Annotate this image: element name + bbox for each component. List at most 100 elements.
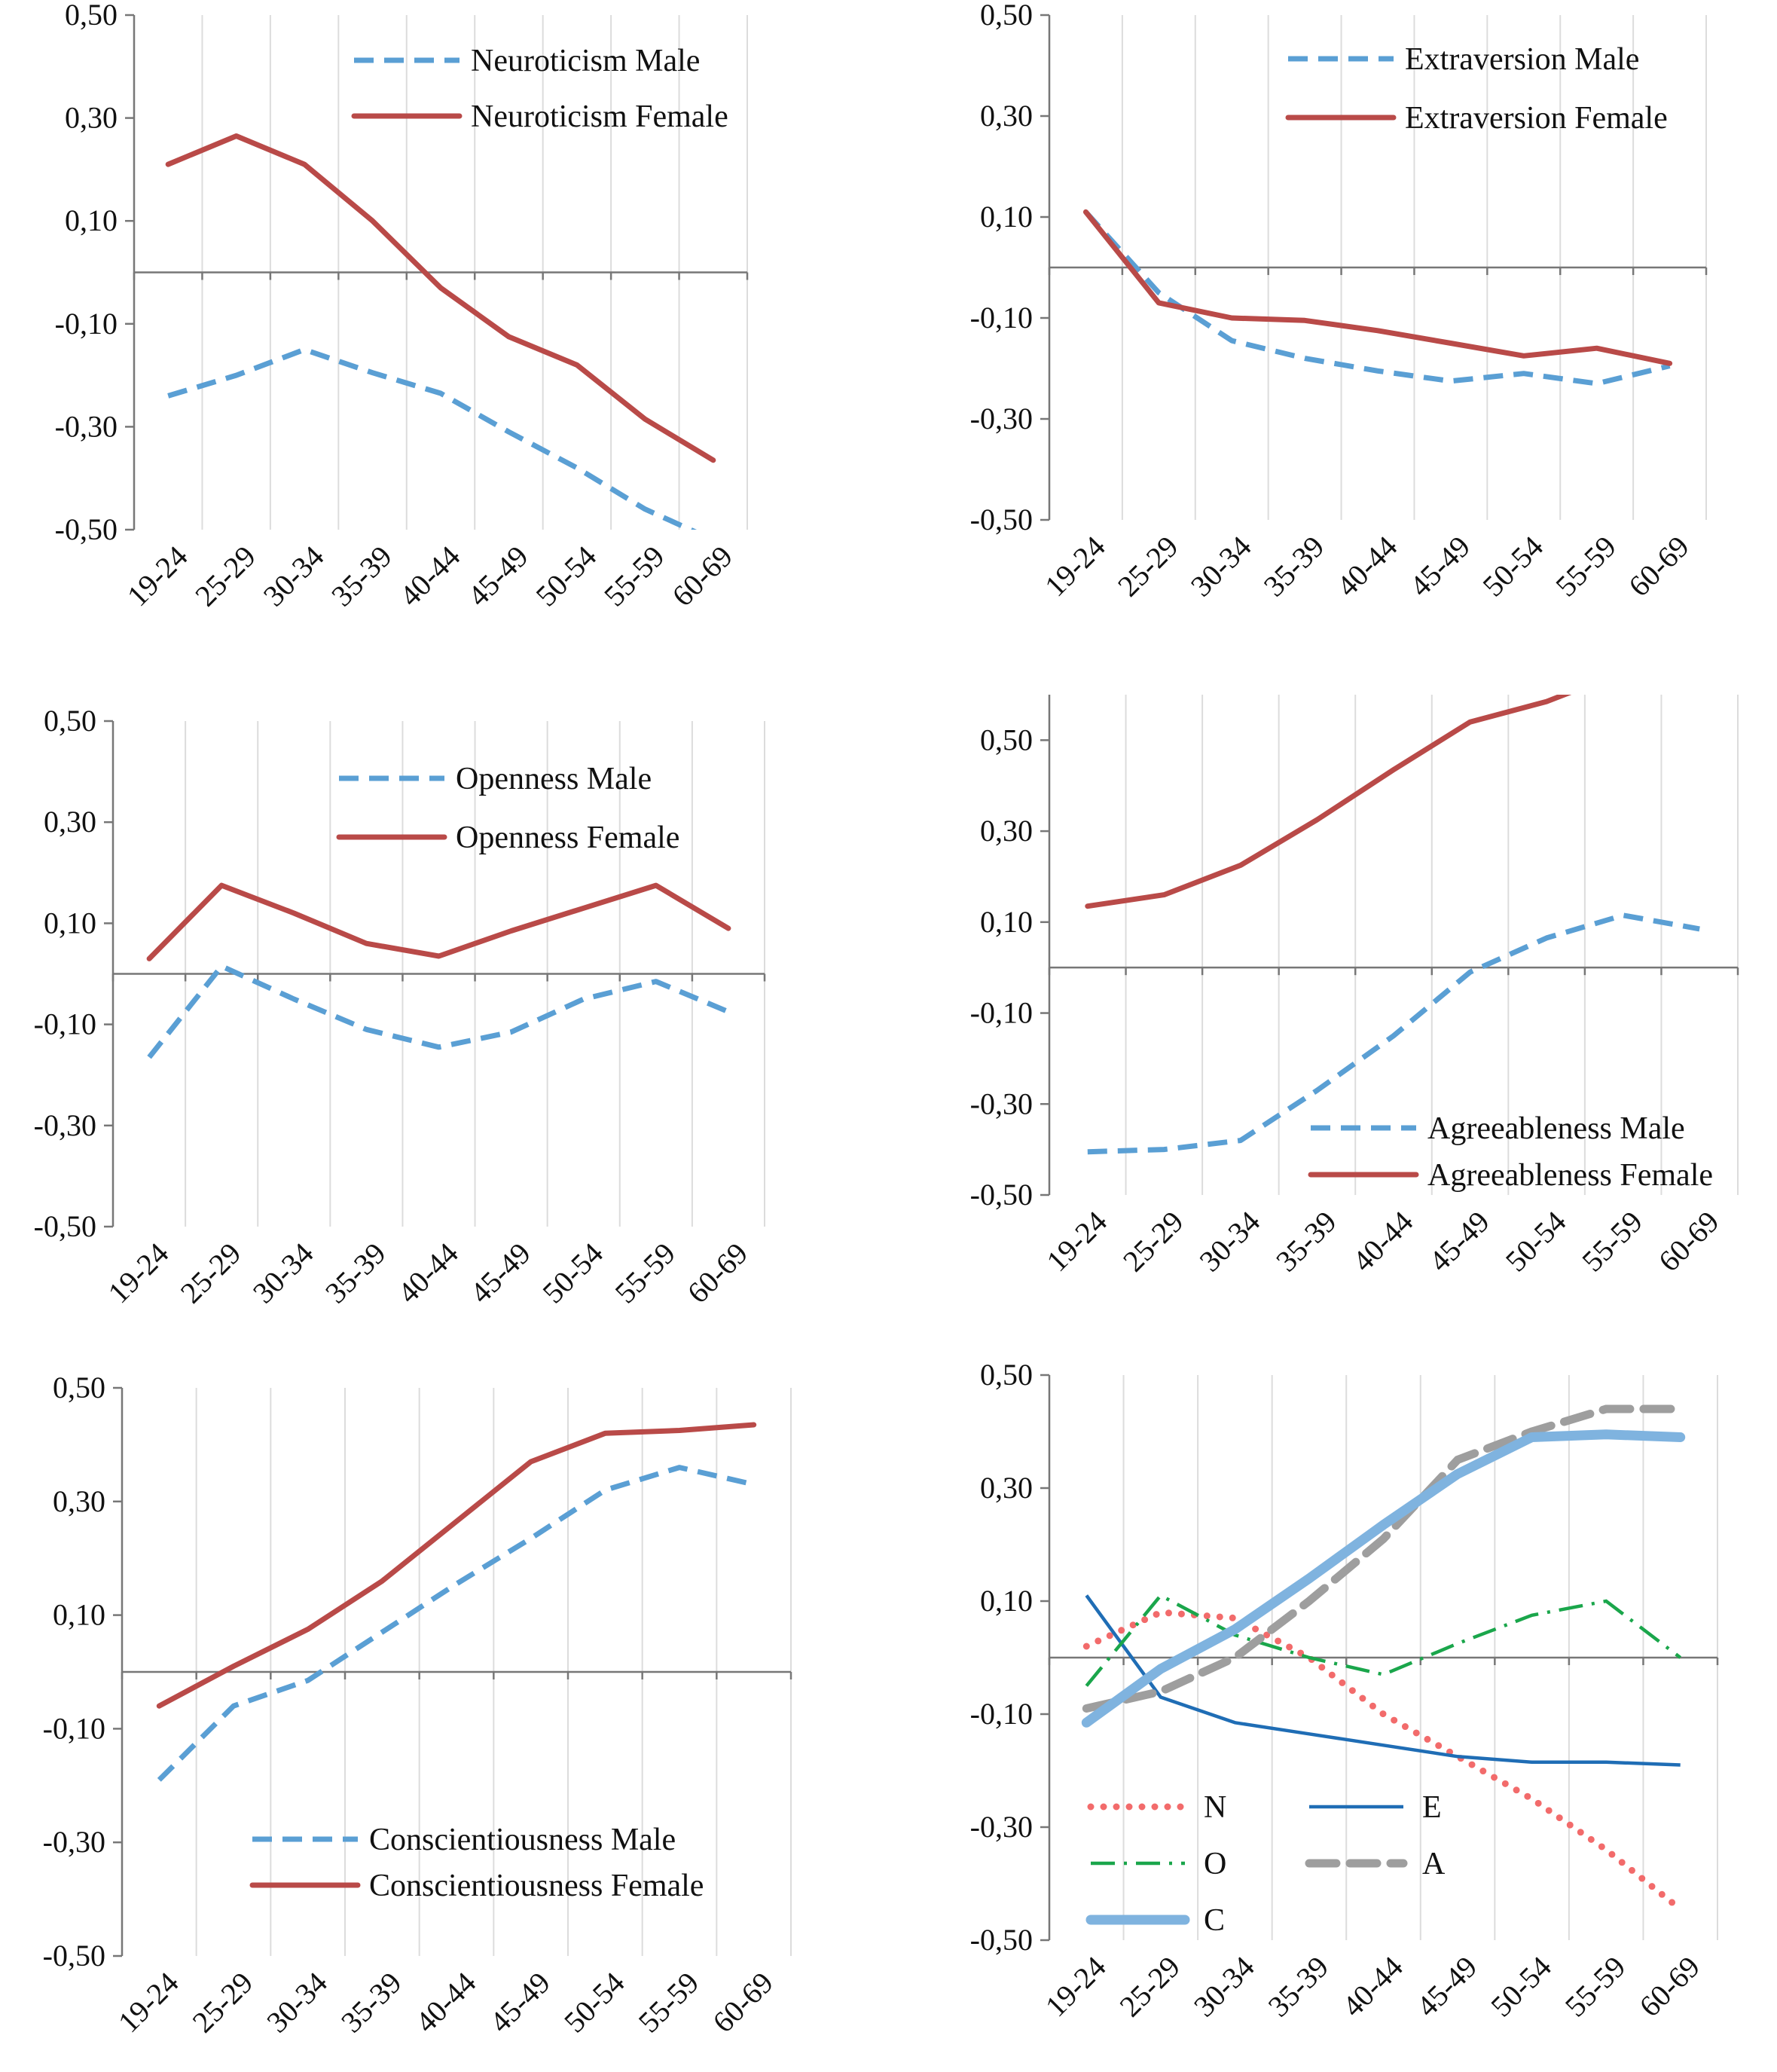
x-tick-label: 45-49 (483, 1966, 557, 2040)
legend-label-agreeableness-male: Agreeableness Male (1427, 1111, 1685, 1146)
y-tick-label: -0,50 (970, 1178, 1033, 1212)
legend: Openness Male Openness Female (336, 762, 679, 855)
x-tick-label: 60-69 (665, 539, 739, 613)
y-tick-label: -0,30 (34, 1108, 96, 1142)
legend-label-neuroticism-female: Neuroticism Female (471, 99, 728, 134)
legend-label-a: A (1422, 1847, 1446, 1881)
x-tick-label: 25-29 (186, 1966, 260, 2040)
y-tick-label: 0,50 (980, 723, 1033, 756)
legend: Neuroticism Male Neuroticism Female (351, 44, 728, 134)
x-tick-label: 50-54 (1499, 1205, 1573, 1279)
x-tick-label: 19-24 (1040, 1205, 1113, 1279)
x-tick-label: 19-24 (121, 539, 194, 613)
y-tick-label: -0,10 (34, 1007, 96, 1041)
series-line-agreeableness-female (1085, 695, 1572, 909)
y-tick-label: 0,50 (53, 1371, 105, 1404)
x-tick-label: 50-54 (1476, 530, 1550, 604)
legend: N E O A C (1085, 1790, 1446, 1938)
y-tick-label: -0,50 (34, 1209, 96, 1243)
x-tick-label: 35-39 (1261, 1950, 1335, 2024)
legend-label-extraversion-male: Extraversion Male (1405, 42, 1639, 77)
y-tick-label: -0,50 (43, 1939, 105, 1973)
legend-label-openness-female: Openness Female (456, 821, 679, 855)
legend-label-c: C (1204, 1903, 1225, 1938)
series-line-neuroticism-male (167, 347, 698, 530)
x-tick-label: 55-59 (597, 539, 671, 613)
x-tick-label: 60-69 (706, 1966, 780, 2040)
x-tick-label: 45-49 (1410, 1950, 1484, 2024)
x-tick-label: 40-44 (409, 1966, 483, 2040)
series-line-neuroticism-female (165, 133, 716, 463)
y-tick-label: 0,50 (65, 0, 118, 32)
x-tick-label: 55-59 (1559, 1950, 1632, 2024)
legend: Extraversion Male Extraversion Female (1285, 42, 1668, 136)
legend-label-n: N (1204, 1790, 1226, 1825)
x-tick-label: 30-34 (1192, 1205, 1266, 1279)
x-tick-label: 60-69 (1652, 1205, 1726, 1279)
series-group (165, 133, 716, 530)
x-tick-label: 25-29 (1111, 530, 1185, 604)
y-tick-label: -0,30 (43, 1825, 105, 1859)
x-tick-label: 40-44 (393, 539, 467, 613)
series-line-openness-female (146, 882, 731, 961)
x-tick-label: 35-39 (1257, 530, 1331, 604)
series-line-e (1085, 1594, 1681, 1767)
gridlines (1125, 695, 1739, 1195)
panel-neuroticism: 0,50 0,30 0,10 -0,10 -0,30 -0,5019-2425-2930-… (55, 0, 749, 613)
y-tick-label: 0,30 (980, 1471, 1033, 1505)
x-tick-label: 40-44 (1336, 1950, 1409, 2024)
series-line-conscientiousness-female (156, 1422, 757, 1709)
x-tick-label: 50-54 (557, 1966, 631, 2040)
legend-label-conscientiousness-male: Conscientiousness Male (369, 1823, 676, 1857)
series-group (1085, 695, 1700, 1155)
x-tick-label: 35-39 (319, 1236, 392, 1310)
series-group (156, 1422, 757, 1782)
y-tick-label: 0,30 (980, 99, 1033, 133)
x-tick-label: 25-29 (188, 539, 262, 613)
x-tick-label: 30-34 (260, 1966, 334, 2040)
x-tick-label: 40-44 (1330, 530, 1404, 604)
x-tick-label: 19-24 (1038, 530, 1112, 604)
x-tick-label: 30-34 (246, 1236, 320, 1310)
legend-label-neuroticism-male: Neuroticism Male (471, 44, 700, 78)
y-tick-label: 0,10 (980, 200, 1033, 234)
series-line-o (1085, 1593, 1682, 1687)
x-tick-label: 60-69 (1632, 1950, 1706, 2024)
x-tick-label: 45-49 (461, 539, 535, 613)
y-tick-label: 0,30 (65, 101, 118, 135)
legend-label-extraversion-female: Extraversion Female (1405, 101, 1668, 136)
x-tick-label: 45-49 (1422, 1205, 1496, 1279)
series-group (146, 882, 731, 1059)
x-tick-label: 35-39 (334, 1966, 408, 2040)
x-tick-label: 55-59 (608, 1236, 682, 1310)
x-tick-label: 19-24 (102, 1236, 176, 1310)
y-tick-label: -0,30 (970, 1810, 1033, 1844)
y-tick-label: -0,10 (970, 996, 1033, 1030)
x-tick-label: 30-34 (1187, 1950, 1261, 2024)
legend: Conscientiousness Male Conscientiousness … (249, 1823, 704, 1903)
x-tick-label: 40-44 (1346, 1205, 1420, 1279)
x-tick-label: 25-29 (1113, 1950, 1186, 2024)
legend-label-e: E (1422, 1790, 1442, 1825)
legend-label-agreeableness-female: Agreeableness Female (1427, 1158, 1713, 1193)
y-tick-label: 0,50 (980, 1358, 1033, 1392)
y-tick-label: 0,30 (53, 1484, 105, 1518)
y-tick-label: 0,10 (980, 905, 1033, 939)
series-group (1082, 209, 1673, 387)
legend: Agreeableness Male Agreeableness Female (1308, 1111, 1713, 1193)
y-tick-label: 0,30 (980, 814, 1033, 848)
x-tick-label: 30-34 (1184, 530, 1258, 604)
y-tick-label: 0,10 (44, 906, 96, 940)
x-tick-label: 55-59 (1575, 1205, 1649, 1279)
series-line-agreeableness-male (1087, 912, 1700, 1155)
x-tick-label: 35-39 (325, 539, 398, 613)
series-line-extraversion-female (1082, 209, 1673, 366)
x-tick-label: 45-49 (463, 1236, 537, 1310)
x-tick-label: 19-24 (111, 1966, 185, 2040)
x-tick-label: 19-24 (1039, 1950, 1113, 2024)
